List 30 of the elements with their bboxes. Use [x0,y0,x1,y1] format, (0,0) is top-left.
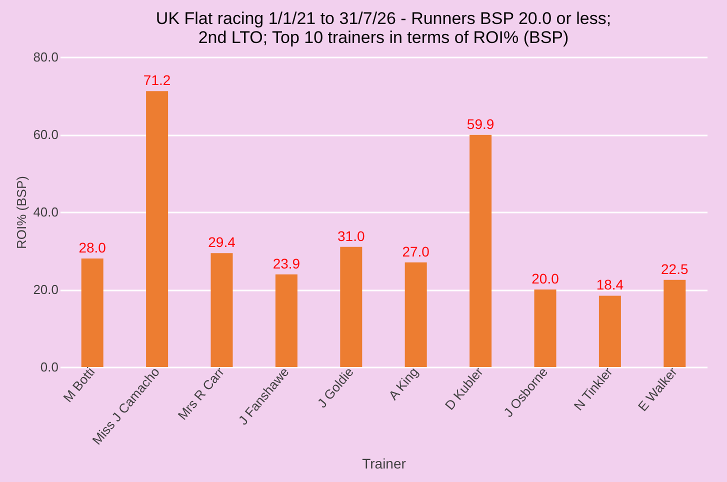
y-tick-label: 0.0 [40,360,58,374]
text: UK Flat racing 1/1/21 to 31/7/26 - Runners BSP 20.0 or less; [156,9,612,28]
bar [210,253,233,367]
data-label: 23.9 [272,255,300,272]
data-label: 31.0 [338,228,365,244]
y-tick-label: 60.0 [33,127,58,142]
bar [470,134,492,367]
bar [146,91,168,367]
y-tick-label: 20.0 [33,282,58,297]
data-label: 22.5 [661,260,688,277]
bar [664,280,686,367]
y-tick-label: 80.0 [33,50,58,64]
bar [275,274,298,367]
bar [534,290,556,367]
bar [598,296,621,367]
y-axis-title: ROI% (BSP) [14,176,30,249]
bar [81,258,104,367]
data-label: 29.4 [208,234,236,250]
y-tick-label: 40.0 [33,204,58,220]
text: 2nd LTO; Top 10 trainers in terms of ROI% (BSP) [198,28,569,47]
bar [340,246,362,367]
x-axis-title: Trainer [362,456,406,472]
data-label: 59.9 [466,116,494,132]
data-label: 18.4 [596,276,624,293]
data-label: 71.2 [143,72,171,88]
x-tick-label: Mrs R Carr [174,364,228,423]
data-label: 28.0 [78,240,106,256]
data-label: 20.0 [532,270,560,286]
data-label: 27.0 [402,243,430,260]
bar [404,262,427,367]
